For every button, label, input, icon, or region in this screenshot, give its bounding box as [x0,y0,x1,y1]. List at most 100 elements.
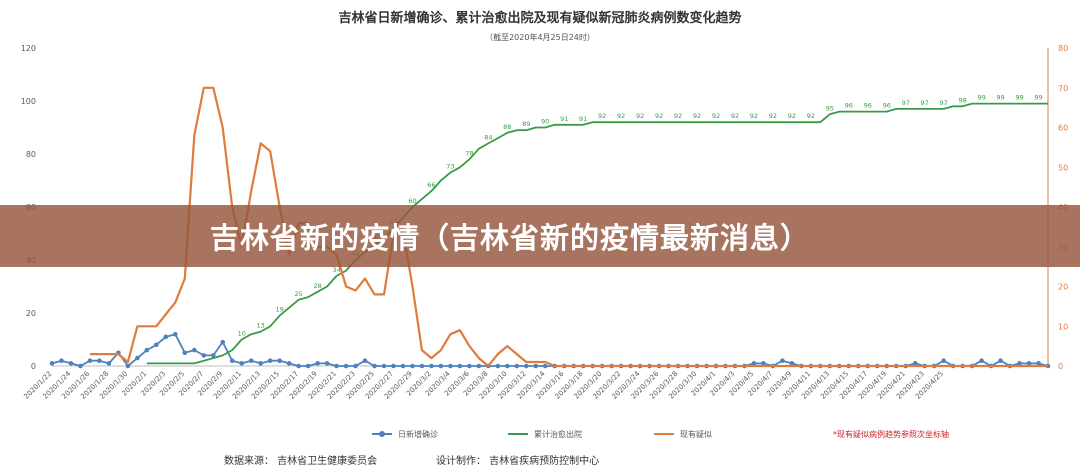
data-label: 92 [731,112,739,120]
data-label: 96 [883,102,891,110]
legend-item-cured[interactable]: 累计治愈出院 [508,429,582,439]
data-label: 89 [522,120,530,128]
data-label: 99 [996,94,1004,102]
data-label: 13 [257,322,265,330]
data-point [476,363,482,369]
data-label: 97 [940,99,948,107]
banner-title: 吉林省新的疫情（吉林省新的疫情最新消息） [210,221,811,255]
data-label: 92 [712,112,720,120]
data-point [154,342,159,348]
data-point [49,361,55,366]
data-label: 92 [693,112,701,120]
chart-title: 吉林省日新增确诊、累计治愈出院及现有疑似新冠肺炎病例数变化趋势 [338,10,741,26]
data-point [979,358,984,364]
data-point [267,358,273,364]
data-point [135,355,140,361]
data-point [343,363,349,369]
data-label: 66 [427,181,435,189]
data-label: 88 [503,123,511,131]
right-tick-label: 50 [1058,163,1068,172]
right-tick-label: 60 [1058,124,1068,133]
data-point [59,358,64,364]
data-label: 84 [484,133,492,141]
data-point [305,363,311,369]
data-point [789,361,795,366]
data-point [780,358,785,364]
right-tick-label: 10 [1058,322,1068,331]
legend-item-new-confirmed[interactable]: 日新增确诊 [372,429,438,439]
data-point [391,363,396,369]
data-label: 25 [294,290,302,298]
series-line-2 [146,102,1048,365]
data-point [457,363,463,369]
data-point [372,363,377,369]
data-point [324,361,330,366]
data-label: 92 [674,112,682,120]
data-label: 28 [313,282,321,290]
footnote: *现有疑似病例趋势参照次坐标轴 [833,429,949,439]
legend-item-suspected[interactable]: 现有疑似 [654,429,712,439]
left-tick-label: 100 [21,97,36,106]
data-point [258,361,263,366]
data-point [523,363,529,369]
data-point [78,363,83,369]
data-point [761,361,766,366]
data-label: 60 [408,197,416,205]
data-point [286,361,292,366]
data-point [229,358,235,364]
data-label: 90 [541,118,549,126]
data-label: 99 [1015,94,1023,102]
data-label: 97 [902,99,910,107]
data-point [410,363,415,369]
data-point [163,334,169,340]
data-point [68,361,74,366]
legend-label: 日新增确诊 [398,429,438,439]
data-point [144,347,150,353]
legend-label: 累计治愈出院 [534,429,582,439]
data-point [362,358,368,364]
data-point [381,363,387,369]
series-line-3 [89,86,1048,368]
data-label: 92 [807,112,815,120]
data-point [533,363,539,369]
data-point [941,358,946,364]
series-layer: 1013192528344046526066737884888990919192… [49,86,1051,369]
data-point [106,361,112,366]
data-point [210,353,216,358]
data-point [438,363,444,369]
data-label: 92 [788,112,796,120]
data-label: 78 [465,149,473,157]
data-point [429,363,434,369]
data-label: 34 [332,266,340,274]
right-tick-label: 80 [1058,44,1068,53]
data-point [400,363,406,369]
data-point [505,363,510,369]
x-tick-labels: 2020/1/222020/1/242020/1/262020/1/282020… [22,369,945,400]
data-point [191,347,197,353]
data-point [353,363,358,369]
right-tick-label: 70 [1058,84,1068,93]
footer-source: 数据来源： 吉林省卫生健康委员会 [224,454,377,467]
data-point [277,358,282,364]
data-label: 99 [977,94,985,102]
data-label: 96 [864,102,872,110]
data-label: 92 [636,112,644,120]
left-tick-label: 20 [26,309,36,318]
data-point [448,363,453,369]
legend-label: 现有疑似 [680,429,712,439]
footer-designer: 设计制作： 吉林省疾病预防控制中心 [436,454,599,467]
data-point [173,331,178,337]
right-tick-label: 0 [1058,362,1063,371]
data-label: 19 [276,306,284,314]
data-point [514,363,520,369]
data-point [296,363,301,369]
left-tick-label: 80 [26,150,36,159]
data-point [182,350,188,356]
data-label: 95 [826,104,834,112]
data-label: 91 [560,115,568,123]
data-label: 92 [598,112,606,120]
data-point [419,363,425,369]
chart-subtitle: （截至2020年4月25日24时） [485,32,595,42]
data-label: 92 [750,112,758,120]
